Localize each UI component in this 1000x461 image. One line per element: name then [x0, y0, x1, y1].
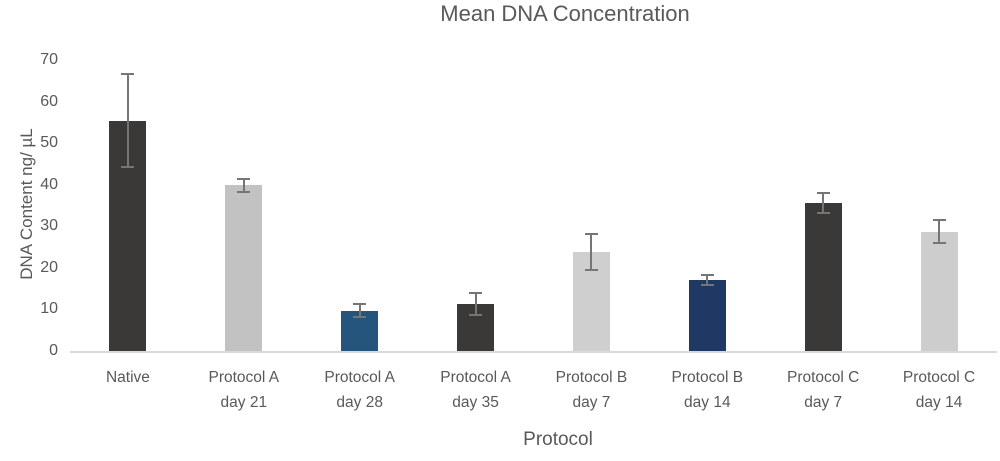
category-label-native: Native	[105, 369, 150, 386]
error-bar-cap	[237, 190, 251, 193]
error-bar-cap	[237, 177, 251, 180]
error-bar-cap	[932, 242, 946, 245]
y-tick-label: 20	[40, 258, 58, 276]
error-bar-cap	[353, 316, 367, 319]
bar-protocol-b-day-14	[688, 279, 726, 351]
error-bar-protocol-a-day-35	[474, 293, 477, 315]
y-tick-label: 60	[40, 92, 58, 110]
error-bar-cap	[469, 314, 483, 317]
error-bar-cap	[816, 212, 830, 215]
error-bar-cap	[121, 72, 135, 75]
x-axis-title: Protocol	[523, 429, 593, 450]
error-bar-protocol-b-day-7	[590, 235, 593, 269]
bar-protocol-c-day-7	[804, 203, 842, 351]
bar-protocol-a-day-21	[225, 185, 263, 351]
y-tick-label: 70	[40, 51, 58, 68]
y-tick-label: 0	[49, 342, 58, 359]
error-bar-cap	[121, 166, 135, 169]
error-bar-cap	[353, 303, 367, 306]
error-bar-cap	[584, 233, 598, 236]
error-bar-cap	[700, 274, 714, 277]
error-bar-native	[126, 74, 129, 167]
y-tick-label: 10	[40, 300, 58, 318]
chart-title: Mean DNA Concentration	[440, 1, 690, 26]
error-bar-protocol-b-day-14	[706, 276, 709, 284]
error-bar-protocol-c-day-7	[822, 193, 825, 213]
error-bar-cap	[932, 218, 946, 221]
error-bar-protocol-a-day-28	[358, 305, 361, 317]
error-bar-protocol-a-day-21	[242, 179, 245, 191]
y-tick-label: 50	[40, 134, 58, 152]
y-tick-label: 40	[40, 175, 58, 193]
error-bar-cap	[584, 268, 598, 271]
y-tick-label: 30	[40, 217, 58, 235]
error-bar-cap	[700, 283, 714, 286]
error-bar-cap	[469, 291, 483, 294]
y-axis-title: DNA Content ng/ µL	[17, 128, 36, 280]
bar-protocol-c-day-14	[920, 231, 958, 351]
error-bar-protocol-c-day-14	[938, 220, 941, 243]
error-bar-cap	[816, 191, 830, 194]
